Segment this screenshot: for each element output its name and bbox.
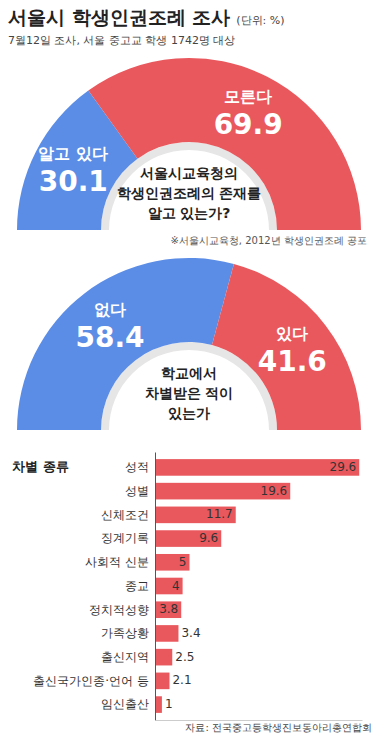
- bar-value-label: 19.6: [261, 484, 288, 498]
- y-tick-label: 가족상황: [101, 626, 149, 640]
- bar-value-label: 5: [179, 555, 187, 569]
- slice-value-label: 30.1: [39, 165, 108, 198]
- bar: [155, 625, 178, 642]
- y-tick-label: 출신지역: [101, 650, 149, 664]
- bars: [155, 459, 359, 713]
- slice-value-label: 58.4: [75, 321, 144, 354]
- y-tick-label: 임신출산: [101, 697, 149, 711]
- donut-title: 알고 있는가?: [148, 205, 231, 221]
- slice-category-label: 알고 있다: [38, 144, 108, 163]
- source: 자료: 전국중고등학생진보동아리총연합회: [185, 722, 372, 733]
- y-tick: 임신출산: [101, 697, 149, 711]
- y-tick: 징계기록: [101, 531, 149, 545]
- bar-value-label: 1: [165, 697, 173, 711]
- y-tick: 정치적성향: [89, 603, 149, 617]
- bar-value-label: 29.6: [330, 460, 357, 474]
- donut-title: 학교에서: [161, 365, 217, 381]
- bar-chart-title: 차별 종류: [12, 459, 69, 474]
- donut-chart: 알고 있다 30.1 모른다 69.9 서울시교육청의학생인권조례의 존재를알고 있는가…: [17, 58, 367, 246]
- page-title: 서울시 학생인권조례 조사: [8, 6, 230, 28]
- y-axis: 성적성별신체조건징계기록사회적 신분종교정치적성향가족상황출신지역출신국가인종·…: [33, 453, 155, 721]
- subtitle: 7월12일 조사, 서울 중고교 학생 1742명 대상: [8, 34, 235, 47]
- slice: [88, 58, 361, 230]
- donut-title: 있는가: [168, 405, 210, 421]
- y-tick: 성적: [125, 460, 149, 474]
- y-tick-label: 성적: [125, 460, 149, 474]
- bar: [155, 578, 183, 595]
- y-tick: 사회적 신분: [85, 555, 149, 569]
- y-tick-label: 사회적 신분: [85, 555, 149, 569]
- bar-chart: 차별 종류성적성별신체조건징계기록사회적 신분종교정치적성향가족상황출신지역출신…: [12, 453, 363, 721]
- bar: [155, 696, 162, 713]
- y-tick-label: 종교: [125, 579, 149, 593]
- x-axis: [156, 720, 363, 721]
- y-tick-label: 출신국가인종·언어 등: [33, 674, 149, 688]
- chart-svg: 서울시 학생인권조례 조사 (단위: %)7월12일 조사, 서울 중고교 학생 …: [0, 0, 380, 735]
- bar-value-label: 2.5: [175, 650, 194, 664]
- slices: [17, 58, 361, 230]
- bar-value-label: 2.1: [172, 673, 191, 687]
- slice-value-label: 41.6: [258, 345, 327, 378]
- y-tick: 성별: [125, 484, 149, 498]
- y-tick: 종교: [125, 579, 149, 593]
- bar: [155, 459, 359, 476]
- bar-value-label: 3.8: [159, 602, 178, 616]
- slice-category-label: 있다: [276, 324, 308, 343]
- slice-category-label: 없다: [94, 300, 126, 319]
- y-tick-label: 성별: [125, 484, 149, 498]
- unit-label: (단위: %): [236, 14, 284, 27]
- y-tick: 가족상황: [101, 626, 149, 640]
- y-tick: 출신지역: [101, 650, 149, 664]
- y-tick-label: 신체조건: [101, 508, 149, 522]
- bar-value-label: 11.7: [206, 507, 233, 521]
- y-axis-line: [155, 453, 156, 721]
- bar: [155, 507, 236, 524]
- slice-value-label: 69.9: [214, 108, 283, 141]
- bar: [155, 530, 221, 547]
- donut-title: 학생인권조례의 존재를: [117, 185, 262, 201]
- y-tick-label: 징계기록: [101, 531, 149, 545]
- slice: [17, 258, 234, 430]
- bar: [155, 554, 190, 571]
- bar: [155, 601, 181, 618]
- bar: [155, 649, 172, 666]
- y-tick: 출신국가인종·언어 등: [33, 674, 149, 688]
- slices: [17, 258, 361, 430]
- bar-value-label: 3.4: [181, 626, 200, 640]
- bar: [155, 483, 290, 500]
- chart-root: 서울시 학생인권조례 조사 (단위: %)7월12일 조사, 서울 중고교 학생 …: [0, 0, 380, 735]
- bar-value-label: 4: [172, 579, 180, 593]
- bar: [155, 673, 169, 690]
- bar-value-label: 9.6: [199, 531, 218, 545]
- x-axis-line: [156, 720, 363, 721]
- donut-note: ※서울시교육청, 2012년 학생인권조례 공포: [170, 235, 367, 246]
- donut-chart: 없다 58.4 있다 41.6 학교에서차별받은 적이있는가: [17, 258, 361, 430]
- y-tick-label: 정치적성향: [89, 603, 149, 617]
- donut-title: 차별받은 적이: [145, 385, 234, 401]
- y-tick: 신체조건: [101, 508, 149, 522]
- donut-title: 서울시교육청의: [140, 165, 238, 181]
- slice: [212, 264, 361, 430]
- slice-category-label: 모른다: [224, 87, 272, 106]
